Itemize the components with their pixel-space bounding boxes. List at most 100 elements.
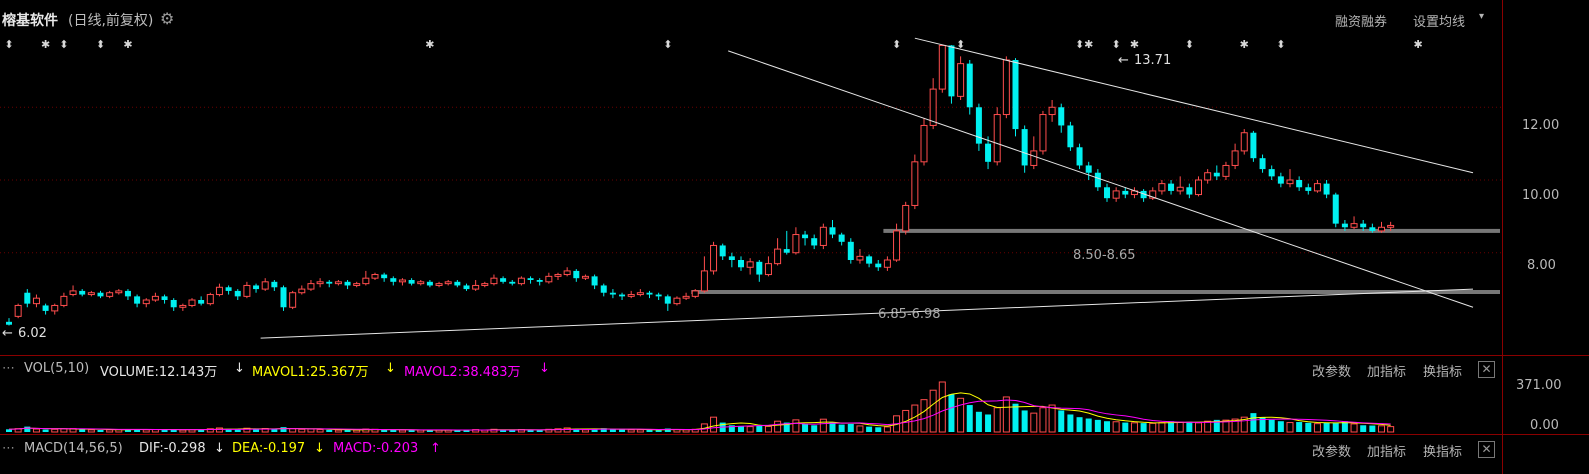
candle-body — [115, 290, 123, 294]
candle-body — [1112, 190, 1120, 199]
candle-body — [866, 256, 873, 264]
volume-bar — [253, 429, 260, 432]
candle-body — [838, 234, 845, 242]
volume-bar — [1222, 419, 1230, 433]
volume-bar — [664, 428, 671, 432]
vol-indicator-label[interactable]: VOL(5,10) — [24, 361, 90, 376]
vol-swap-indicator-button[interactable]: 换指标 — [1423, 365, 1463, 380]
macd-macd-value: MACD:-0.203 — [333, 441, 419, 456]
candle-body — [1369, 227, 1376, 231]
volume-bar — [1323, 422, 1330, 432]
candle-body — [500, 278, 507, 282]
candle-body — [1305, 187, 1312, 191]
volume-bar — [764, 425, 772, 433]
zone-upper-label: 8.50-8.65 — [1073, 248, 1136, 263]
gear-icon[interactable]: ⚙ — [160, 9, 175, 28]
vol-mavol2-arrow-icon: ↓ — [539, 361, 550, 376]
candle-body — [1341, 223, 1348, 228]
macd-params-button[interactable]: 改参数 — [1312, 445, 1352, 460]
chart-mode: (日线,前复权) — [68, 13, 154, 29]
candle-body — [1186, 187, 1193, 195]
set-ma-button[interactable]: 设置均线 — [1413, 15, 1466, 30]
candle-body — [472, 284, 480, 290]
event-marker: ⬍ — [4, 38, 13, 51]
chevron-down-icon[interactable]: ▾ — [1479, 11, 1485, 22]
macd-add-indicator-button[interactable]: 加指标 — [1367, 445, 1407, 460]
candle-body — [1149, 190, 1157, 199]
volume-bar — [1268, 419, 1275, 432]
candle-body — [454, 281, 461, 286]
volume-bar — [1176, 421, 1184, 433]
candle-body — [307, 283, 315, 290]
volume-bar — [792, 419, 800, 433]
volume-bar — [344, 429, 351, 432]
vol-params-button[interactable]: 改参数 — [1312, 365, 1352, 380]
volume-bar — [1094, 419, 1101, 432]
volume-bar — [1332, 423, 1339, 432]
volume-bar — [1067, 414, 1074, 432]
margin-trading-button[interactable]: 融资融券 — [1335, 15, 1388, 30]
volume-bar — [1369, 425, 1376, 432]
volume-bar — [381, 429, 388, 432]
vol-mavol1-value: MAVOL1:25.367万 — [252, 365, 369, 380]
candle-body — [1039, 114, 1047, 152]
candle-body — [1058, 107, 1065, 126]
candle-body — [783, 249, 790, 253]
volume-bar — [1250, 413, 1257, 432]
vol-volume-value: VOLUME:12.143万 — [100, 365, 218, 380]
candle-body — [1076, 147, 1083, 166]
volume-bar — [1296, 422, 1303, 432]
candle-body — [106, 292, 114, 297]
macd-macd-arrow-icon: ↑ — [430, 441, 441, 456]
volume-bar — [334, 429, 342, 433]
volume-bar — [948, 394, 955, 432]
volume-bar — [985, 414, 992, 432]
volume-bar — [811, 425, 818, 432]
candle-body — [326, 281, 333, 284]
volume-bar — [929, 389, 937, 433]
candle-body — [280, 287, 287, 308]
candle-body — [1213, 172, 1220, 177]
event-marker: ✱ — [1413, 38, 1422, 51]
volume-bar — [819, 418, 827, 433]
volume-bar — [1305, 422, 1312, 432]
volume-bar — [920, 399, 928, 433]
volume-bar — [97, 429, 104, 432]
macd-indicator-label[interactable]: MACD(14,56,5) — [24, 441, 123, 456]
volume-bar — [1240, 416, 1248, 433]
zone-lower-label: 6.85-6.98 — [878, 307, 941, 322]
y-tick-8: 8.00 — [1527, 258, 1556, 273]
volume-bar — [619, 429, 626, 432]
volume-bar — [243, 427, 251, 433]
candle-body — [1085, 165, 1092, 173]
candle-body — [444, 281, 452, 285]
vol-menu-icon[interactable]: ⋯ — [2, 361, 15, 376]
macd-menu-icon[interactable]: ⋯ — [2, 441, 15, 456]
candle-body — [1360, 223, 1367, 228]
volume-bar — [106, 429, 114, 433]
volume-bar — [554, 428, 562, 433]
candle-body — [1021, 129, 1028, 166]
volume-bar — [1231, 418, 1239, 433]
zone-band — [691, 290, 1500, 294]
candle-body — [985, 143, 992, 162]
vol-add-indicator-button[interactable]: 加指标 — [1367, 365, 1407, 380]
candle-body — [490, 277, 498, 285]
candle-body — [426, 281, 433, 286]
volume-bar — [1204, 420, 1212, 433]
volume-bar — [646, 429, 653, 432]
volume-bar — [316, 429, 324, 433]
candle-body — [60, 295, 68, 306]
candle-body — [902, 204, 910, 232]
vol-close-button[interactable]: ✕ — [1478, 361, 1495, 378]
macd-dea-value: DEA:-0.197 — [232, 441, 306, 456]
macd-swap-indicator-button[interactable]: 换指标 — [1423, 445, 1463, 460]
candle-body — [646, 292, 653, 295]
candle-body — [14, 304, 22, 317]
candle-body — [1048, 106, 1056, 116]
macd-close-button[interactable]: ✕ — [1478, 441, 1495, 458]
volume-bar — [1122, 422, 1129, 432]
volume-bar — [1039, 407, 1047, 433]
candle-body — [1378, 226, 1385, 232]
